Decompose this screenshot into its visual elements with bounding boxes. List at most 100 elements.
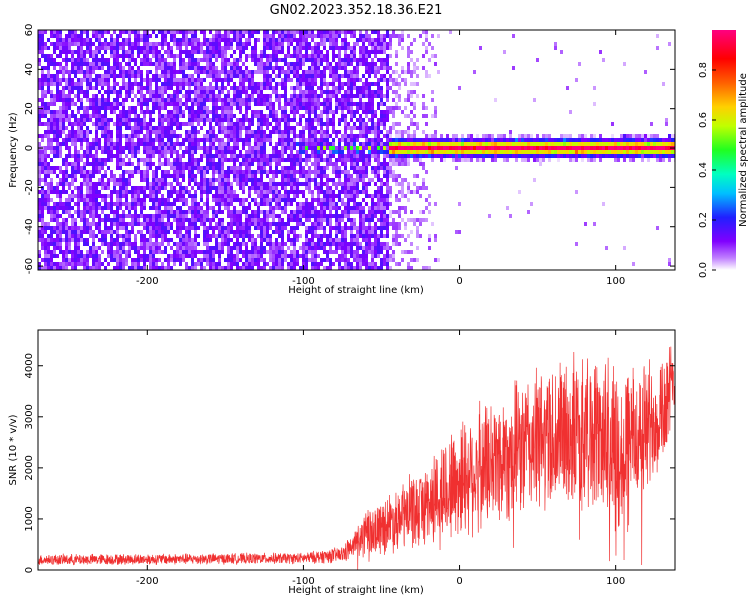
spectrogram-cell	[350, 94, 353, 98]
spectrogram-cell	[134, 238, 137, 242]
spectrogram-cell	[266, 118, 269, 122]
spectrogram-cell	[221, 194, 224, 198]
spectrogram-cell	[62, 174, 65, 178]
spectrogram-cell	[83, 154, 86, 158]
spectrogram-cell	[113, 62, 116, 66]
spectrogram-cell	[92, 142, 95, 146]
spectrogram-cell	[62, 218, 65, 222]
spectrogram-cell	[125, 194, 128, 198]
spectrogram-cell	[125, 138, 128, 142]
spectrogram-cell	[215, 226, 218, 230]
spectrogram-cell	[209, 250, 212, 254]
spectrogram-cell	[167, 94, 170, 98]
spectrogram-cell	[110, 134, 113, 138]
spectrogram-cell	[74, 266, 77, 270]
spectrogram-cell	[41, 230, 44, 234]
spectrogram-cell	[299, 54, 302, 58]
spectrogram-cell	[122, 110, 125, 114]
spectrogram-cell	[317, 150, 320, 154]
spectrogram-cell	[338, 122, 341, 126]
spectrogram-cell	[326, 218, 329, 222]
spectrogram-cell	[170, 118, 173, 122]
spectrogram-cell	[344, 62, 347, 66]
spectrogram-cell	[158, 186, 161, 190]
spectrogram-cell	[38, 182, 41, 186]
spectrogram-cell	[53, 122, 56, 126]
spectrogram-cell	[200, 30, 203, 34]
spectrogram-cell	[146, 98, 149, 102]
spectrogram-cell	[212, 74, 215, 78]
spectrogram-cell	[302, 130, 305, 134]
spectrogram-cell	[149, 110, 152, 114]
spectrogram-cell	[50, 34, 53, 38]
spectrogram-cell	[44, 182, 47, 186]
spectrogram-cell	[197, 82, 200, 86]
spectrogram-cell	[278, 46, 281, 50]
spectrogram-cell	[347, 58, 350, 62]
spectrogram-cell	[191, 146, 194, 150]
spectrogram-cell	[179, 182, 182, 186]
spectrogram-cell	[155, 106, 158, 110]
spectrogram-cell	[128, 158, 131, 162]
spectrogram-cell	[305, 238, 308, 242]
spectrogram-cell	[299, 118, 302, 122]
spectrogram-cell	[53, 74, 56, 78]
spectrogram-cell	[209, 190, 212, 194]
spectrogram-cell	[128, 174, 131, 178]
spectrogram-cell	[308, 58, 311, 62]
spectrogram-cell	[239, 90, 242, 94]
spectrogram-cell	[251, 74, 254, 78]
spectrogram-cell	[299, 202, 302, 206]
spectrogram-cell	[278, 66, 281, 70]
spectrogram-cell	[86, 130, 89, 134]
spectrogram-cell	[332, 118, 335, 122]
spectrogram-cell	[44, 258, 47, 262]
spectrogram-cell	[191, 138, 194, 142]
spectrogram-cell	[80, 182, 83, 186]
spectrogram-cell	[128, 42, 131, 46]
spectrogram-cell	[287, 38, 290, 42]
spectrogram-cell	[317, 86, 320, 90]
spectrogram-cell	[329, 62, 332, 66]
spectrogram-cell	[95, 234, 98, 238]
spectrogram-cell	[197, 94, 200, 98]
spectrogram-cell	[215, 42, 218, 46]
spectrogram-cell	[263, 182, 266, 186]
spectrogram-cell	[299, 130, 302, 134]
spectrogram-cell	[275, 202, 278, 206]
spectrogram-cell	[200, 118, 203, 122]
spectrogram-cell	[38, 226, 41, 230]
spectrogram-cell	[281, 30, 284, 34]
spectrogram-cell	[338, 154, 341, 158]
spectrogram-cell	[38, 178, 41, 182]
spectrogram-cell	[113, 222, 116, 226]
spectrogram-cell	[209, 166, 212, 170]
spectrogram-cell	[119, 218, 122, 222]
spectrogram-cell	[257, 154, 260, 158]
spectrogram-cell	[266, 214, 269, 218]
spectrogram-cell	[305, 182, 308, 186]
spectrogram-cell	[260, 90, 263, 94]
spectrogram-cell	[311, 234, 314, 238]
spectrogram-cell	[260, 50, 263, 54]
spectrogram-cell	[65, 98, 68, 102]
spectrogram-cell	[329, 262, 332, 266]
spectrogram-cell	[254, 218, 257, 222]
spectrogram-cell	[212, 54, 215, 58]
spectrogram-cell	[311, 134, 314, 138]
spectrogram-cell	[101, 98, 104, 102]
spectrogram-cell	[203, 70, 206, 74]
spectrogram-cell	[296, 74, 299, 78]
spectrogram-cell	[248, 214, 251, 218]
spectrogram-cell	[65, 246, 68, 250]
spectrogram-cell	[302, 210, 305, 214]
spectrogram-cell	[266, 218, 269, 222]
spectrogram-cell	[341, 102, 344, 106]
spectrogram-cell	[83, 222, 86, 226]
spectrogram-cell	[326, 266, 329, 270]
spectrogram-cell	[197, 214, 200, 218]
spectrogram-cell	[215, 50, 218, 54]
spectrogram-cell	[113, 202, 116, 206]
spectrogram-cell	[80, 194, 83, 198]
spectrogram-cell	[242, 226, 245, 230]
